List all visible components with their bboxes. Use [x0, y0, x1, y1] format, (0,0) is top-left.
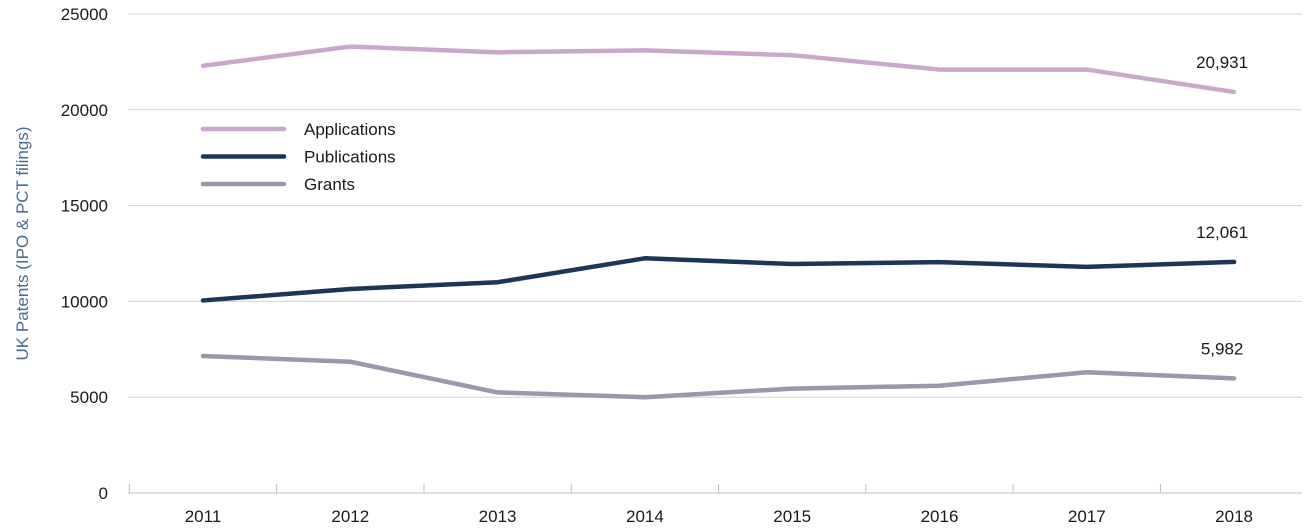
y-tick-label: 10000 — [61, 292, 108, 311]
y-tick-label: 0 — [99, 484, 108, 503]
x-tick-label: 2013 — [479, 507, 517, 526]
data-labels: 20,931 12,061 5,982 — [1196, 53, 1248, 358]
y-axis-label: UK Patents (IPO & PCT filings) — [13, 127, 32, 361]
x-tick-label: 2011 — [185, 507, 222, 526]
x-tick-label: 2015 — [773, 507, 811, 526]
x-tick-label: 2017 — [1068, 507, 1106, 526]
series-line-grants — [200, 353, 1237, 400]
data-label-applications: 20,931 — [1196, 53, 1248, 72]
axes: 0 5000 10000 15000 20000 25000 2011 2012 2013 201… — [61, 5, 1302, 526]
legend-label-publications: Publications — [304, 148, 396, 167]
y-tick-label: 25000 — [61, 5, 108, 24]
y-tick-label: 20000 — [61, 101, 108, 120]
series-line-publications — [200, 256, 1237, 303]
x-tick-label: 2012 — [331, 507, 369, 526]
x-tick-label: 2014 — [626, 507, 664, 526]
series-lines — [200, 44, 1237, 400]
series-line-applications — [200, 44, 1237, 95]
legend-label-grants: Grants — [304, 175, 355, 194]
legend-label-applications: Applications — [304, 120, 396, 139]
x-tick-label: 2018 — [1215, 507, 1253, 526]
gridlines — [128, 13, 1302, 398]
data-label-publications: 12,061 — [1196, 223, 1248, 242]
legend: Applications Publications Grants — [200, 120, 396, 194]
data-label-grants: 5,982 — [1201, 339, 1244, 358]
y-tick-label: 15000 — [61, 197, 108, 216]
y-tick-label: 5000 — [70, 388, 108, 407]
x-tick-label: 2016 — [921, 507, 959, 526]
